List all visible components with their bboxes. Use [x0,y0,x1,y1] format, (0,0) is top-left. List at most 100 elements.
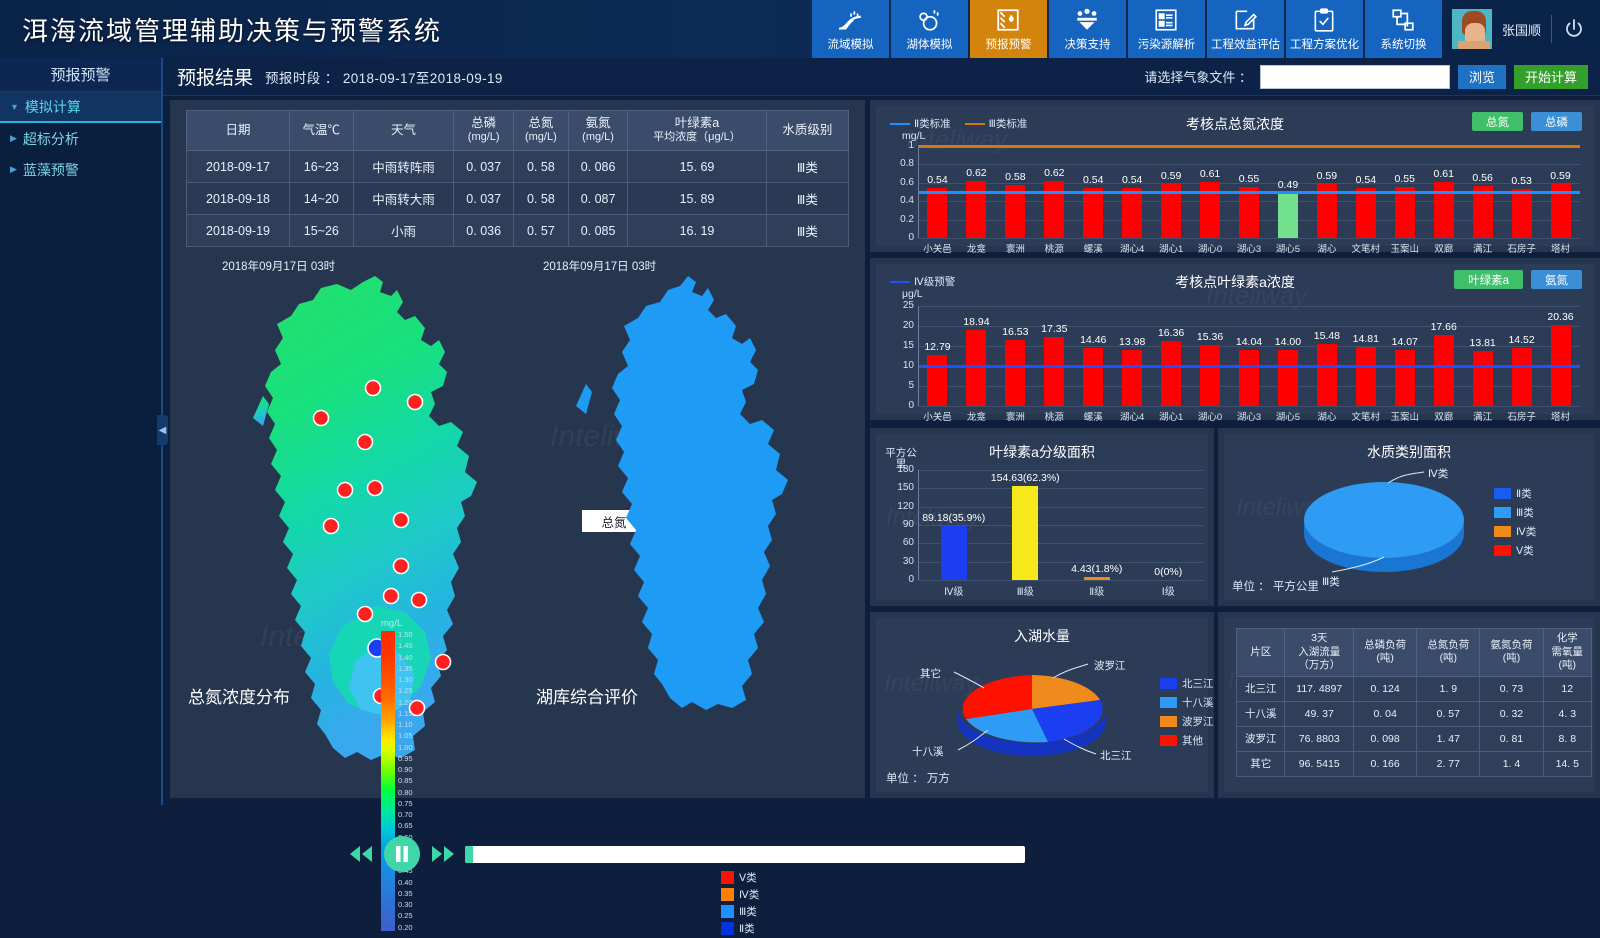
water-quality-legend-row[interactable]: Ⅲ类 [1494,505,1536,520]
bar[interactable] [927,188,948,238]
nav-item-decision[interactable]: 决策支持 [1048,0,1126,58]
bar[interactable] [1472,350,1493,406]
inflow-legend-row[interactable]: 其他 [1160,733,1214,748]
water-quality-pie-chart[interactable] [1284,462,1484,580]
nav-item-benefit-assessment[interactable]: 工程效益评估 [1206,0,1284,58]
sidebar-item-exceedance[interactable]: ▶ 超标分析 [0,123,161,154]
table-row[interactable]: 十八溪 49. 37 0. 04 0. 57 0. 32 4. 3 [1235,700,1593,727]
bar[interactable] [1005,184,1026,238]
fast-forward-icon[interactable] [430,844,456,864]
table-cell: 1. 9 [1416,675,1481,702]
toggle-total-nitrogen[interactable]: 总氮 [1472,112,1523,131]
bar[interactable] [1239,349,1259,406]
sidebar-item-algae-warning[interactable]: ▶ 蓝藻预警 [0,154,161,185]
nav-item-lake[interactable]: 湖体模拟 [890,0,968,58]
x-axis-label: 螺溪 [1083,412,1103,423]
bar[interactable] [1316,344,1337,406]
bar[interactable] [1239,187,1259,238]
inflow-legend-row[interactable]: 北三江 [1160,676,1214,691]
column-header: 3天 入湖流量 （万方） [1284,628,1355,677]
bar[interactable] [1012,485,1039,580]
inflow-pie-chart[interactable] [952,654,1112,764]
bar[interactable] [1472,186,1493,238]
table-row[interactable]: 波罗江 76. 8803 0. 098 1. 47 0. 81 8. 8 [1235,725,1593,752]
sidebar-title: 预报预警 [0,58,161,92]
bar[interactable] [1083,188,1104,238]
table-row[interactable]: 2018-09-19 15~26 小雨 0. 036 0. 57 0. 085 16. 19… [185,214,850,247]
nav-item-forecast[interactable]: 预报预警 [969,0,1047,58]
toggle-ammonia-nitrogen[interactable]: 氨氮 [1531,270,1582,289]
tn-chart-title: 考核点总氮浓度 [1186,116,1284,132]
sidebar-item-simulation[interactable]: ▼ 模拟计算 [0,92,161,123]
inflow-legend-row[interactable]: 十八溪 [1160,695,1214,710]
y-axis-tick: 0.2 [900,213,914,225]
bar[interactable] [1161,183,1182,238]
x-axis-label: Ⅰ级 [1161,587,1175,598]
y-axis-tick: 0.4 [900,195,914,207]
avatar[interactable] [1451,9,1492,49]
bar[interactable] [1277,350,1298,406]
table-row[interactable]: 北三江 117. 4897 0. 124 1. 9 0. 73 12 [1235,675,1593,702]
sidebar-item-label: 模拟计算 [24,98,81,115]
bar[interactable] [966,330,987,406]
bar[interactable] [1161,340,1182,406]
meteo-file-input[interactable] [1259,64,1450,89]
water-quality-legend-row[interactable]: Ⅱ类 [1494,486,1536,501]
legend-swatch [890,122,910,125]
table-row[interactable]: 其它 96. 5415 0. 166 2. 77 1. 4 14. 5 [1235,750,1593,777]
chla-bar-chart[interactable]: 0 5 10 15 20 25 12.79 小关邑 18.94 龙龛 16.53 寰洲 17.35 桃源 1… [903,300,1580,423]
bar[interactable] [1550,183,1571,238]
bar-value-label: 14.07 [1391,335,1418,348]
bar[interactable] [1355,346,1376,406]
bar[interactable] [1200,344,1221,406]
water-quality-legend-row[interactable]: Ⅴ类 [1494,543,1536,558]
bar[interactable] [1433,335,1454,406]
bar[interactable] [1394,187,1415,238]
bar[interactable] [1277,192,1298,238]
nav-item-scheme-optimization[interactable]: 工程方案优化 [1285,0,1363,58]
table-row[interactable]: 2018-09-18 14~20 中雨转大雨 0. 037 0. 58 0. 087 15.… [185,182,850,215]
tn-bar-chart[interactable]: 0 0.2 0.4 0.6 0.8 1 0.54 小关邑 0.62 龙龛 0.58 寰洲 0.62 桃源 0… [900,140,1580,255]
pause-icon[interactable] [383,835,421,873]
bar[interactable] [1394,349,1415,406]
water-quality-legend-row[interactable]: Ⅳ类 [1494,524,1536,539]
bar[interactable] [1122,188,1143,238]
rewind-icon[interactable] [348,844,374,864]
water-quality-area-panel: Inteliway 水质类别面积 Ⅳ类 Ⅲ类 Ⅱ类 Ⅲ类 Ⅳ类 Ⅴ类 单位 ： 平方公… [1218,428,1600,606]
table-cell: 2. 77 [1416,750,1481,777]
bar[interactable] [1511,189,1532,238]
bar[interactable] [1083,348,1104,406]
bar[interactable] [1316,183,1337,238]
bar[interactable] [1044,336,1065,406]
chla-area-bar-chart[interactable]: 0 30 60 90 120 150 180 89.18(35.9%) Ⅳ级 154.63(62.… [897,464,1204,598]
bar-value-label: 13.81 [1469,336,1496,349]
toggle-total-phosphorus[interactable]: 总磷 [1531,112,1582,131]
power-icon[interactable] [1562,17,1586,41]
bar[interactable] [1200,181,1221,238]
bar[interactable] [1433,181,1454,238]
lake-comprehensive-evaluation-map[interactable] [570,276,830,716]
nav-item-watershed[interactable]: 流域模拟 [811,0,889,58]
inflow-legend-row[interactable]: 波罗江 [1160,714,1214,729]
table-row[interactable]: 2018-09-17 16~23 中雨转阵雨 0. 037 0. 58 0. 086 15.… [185,150,850,183]
x-axis-label: 文笔村 [1351,244,1381,255]
bar[interactable] [927,354,948,406]
x-axis-label: 石房子 [1507,244,1536,255]
bar[interactable] [1511,347,1532,406]
bar[interactable] [1355,188,1376,238]
user-area: 张国顺 [1441,0,1600,58]
bar[interactable] [1122,350,1143,406]
sidebar-collapse-toggle[interactable]: ◀ [157,415,168,445]
bar[interactable] [1005,339,1026,406]
playback-progress-bar[interactable] [465,845,1025,863]
browse-button[interactable]: 浏览 [1457,64,1506,89]
bar[interactable] [1044,180,1065,238]
bar[interactable] [940,525,967,580]
toggle-chlorophyll-a[interactable]: 叶绿素a [1454,270,1523,289]
chla-y-axis-unit: μg/L [902,288,923,300]
nav-item-pollution-source[interactable]: 污染源解析 [1127,0,1205,58]
nav-item-system-switch[interactable]: 系统切换 [1364,0,1442,58]
bar[interactable] [1083,577,1110,580]
start-calculation-button[interactable]: 开始计算 [1513,64,1588,89]
bar[interactable] [966,180,987,238]
